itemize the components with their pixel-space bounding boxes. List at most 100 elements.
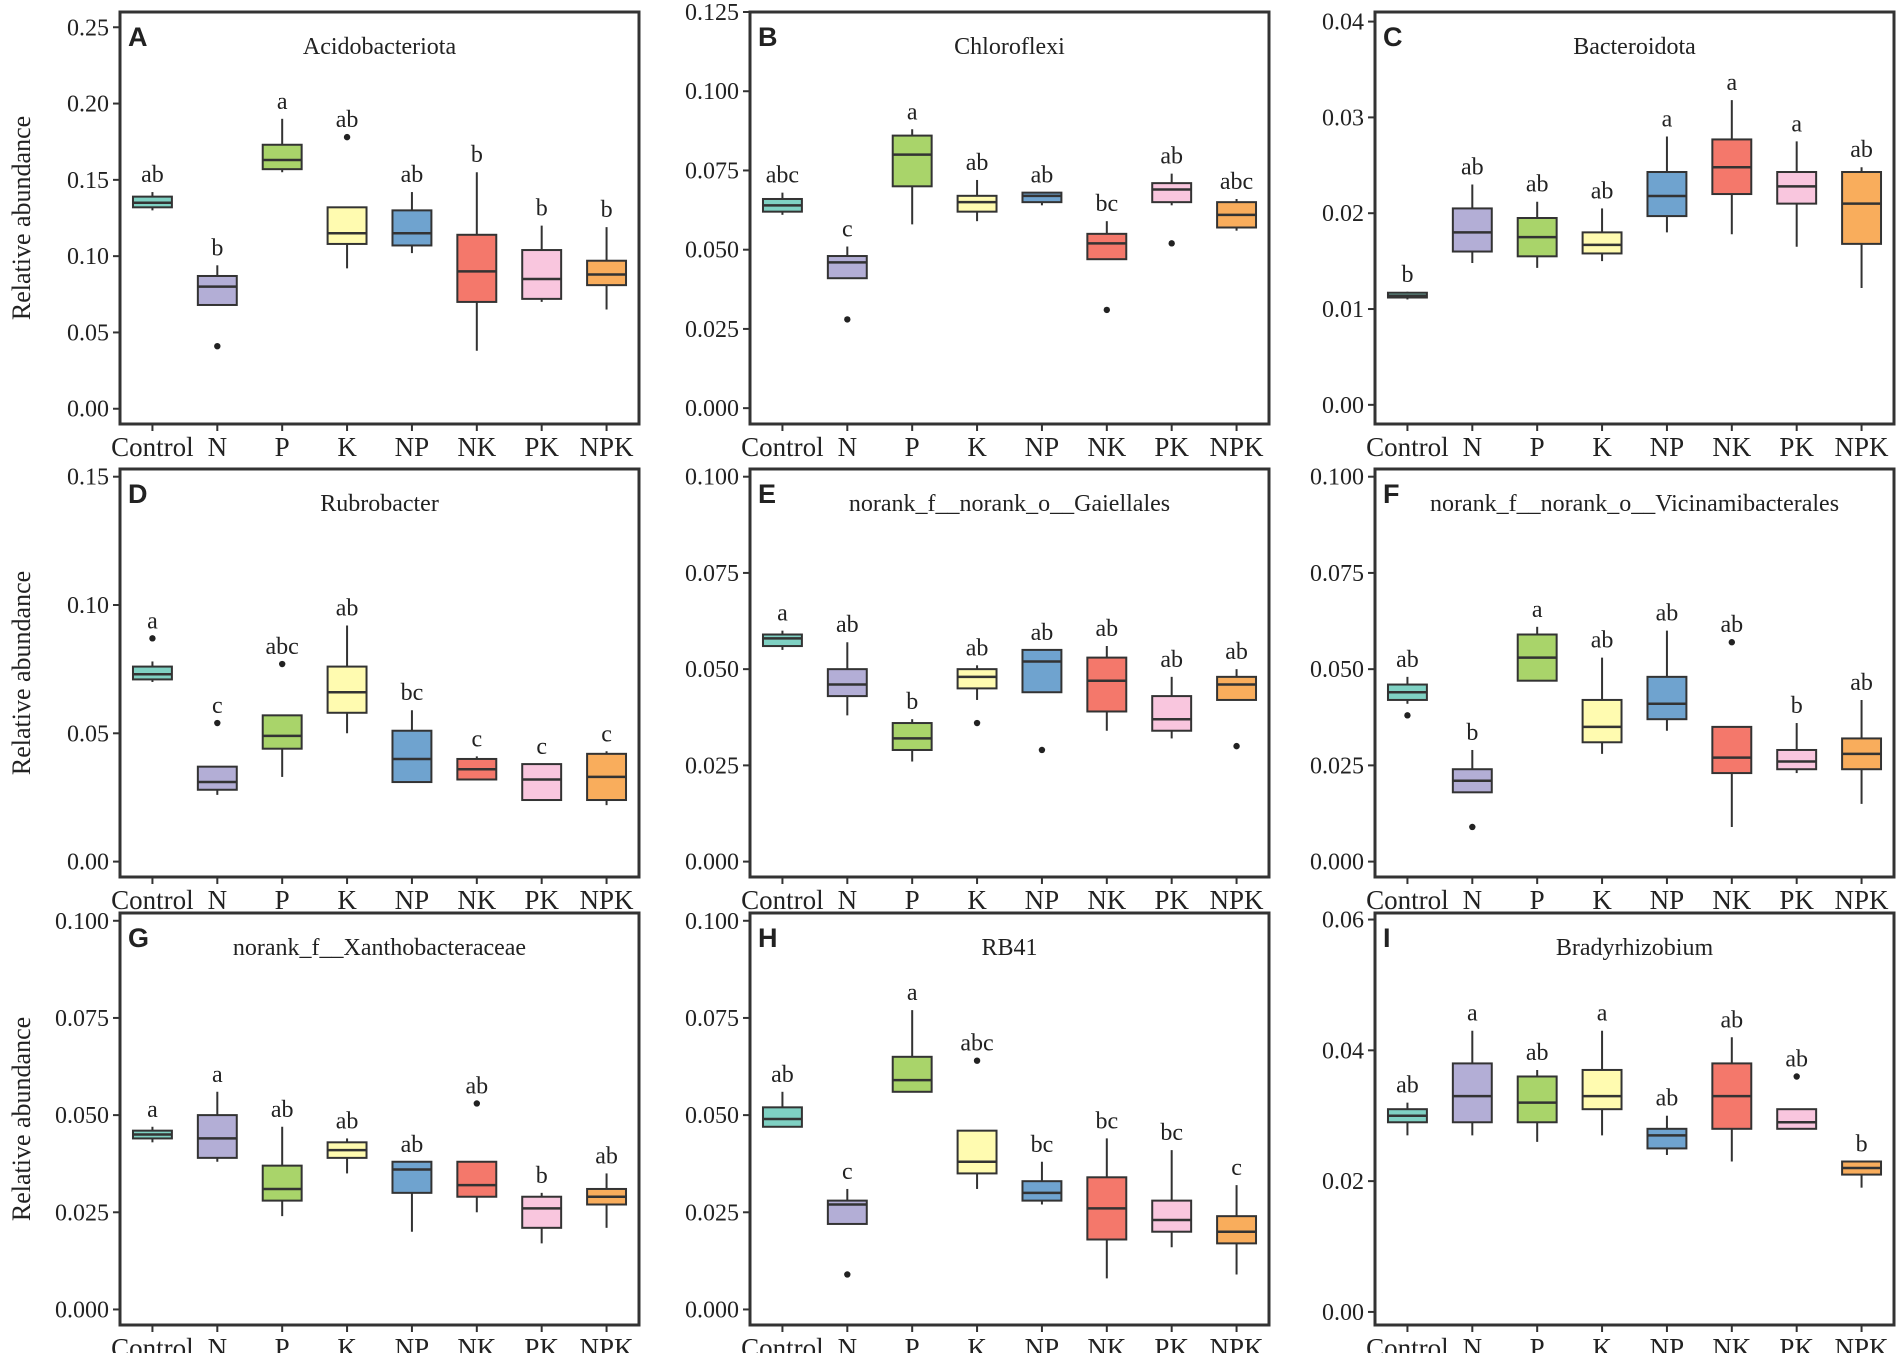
panel-letter: F	[1383, 479, 1400, 509]
box	[196, 274, 238, 306]
y-tick-label: 0.00	[67, 850, 109, 876]
box-NP: ab NP	[1021, 620, 1063, 915]
panel-title: norank_f__norank_o__Vicinamibacterales	[1430, 491, 1839, 517]
significance-letter: c	[536, 734, 547, 760]
x-tick-label: Control	[741, 1333, 824, 1353]
panel-letter: I	[1383, 923, 1391, 953]
box	[391, 209, 433, 247]
y-tick-label: 0.050	[685, 657, 739, 683]
box-K: ab K	[326, 107, 368, 462]
x-tick-label: K	[1592, 885, 1612, 915]
outlier-point	[214, 719, 221, 727]
box-NP: ab NP	[1021, 163, 1063, 462]
significance-letter: ab	[595, 1143, 618, 1169]
box-NPK: ab NPK	[580, 1143, 635, 1353]
significance-letter: ab	[1850, 137, 1873, 163]
significance-letter: ab	[1095, 616, 1118, 642]
panel-C: C Bacteroidota 0.00 0.01 0.02 0.03 0.04 b Contro…	[1322, 10, 1896, 462]
y-tick-label: 0.025	[55, 1200, 109, 1226]
significance-letter: b	[471, 142, 483, 168]
outlier-point	[844, 316, 851, 323]
significance-letter: ab	[1225, 639, 1248, 665]
box-PK: ab PK	[1776, 1046, 1818, 1353]
box	[1646, 675, 1688, 721]
y-tick-label: 0.10	[67, 593, 109, 619]
box-K: ab K	[326, 596, 368, 915]
box	[391, 729, 433, 784]
box	[1711, 725, 1753, 775]
y-tick-label: 0.10	[67, 244, 109, 270]
significance-letter: ab	[271, 1097, 294, 1123]
x-tick-label: K	[337, 1333, 357, 1353]
x-tick-label: NP	[1025, 432, 1060, 462]
box	[761, 633, 803, 648]
x-tick-label: NK	[1087, 1333, 1126, 1353]
panel-frame	[1373, 10, 1896, 426]
x-tick-label: NPK	[1210, 885, 1265, 915]
significance-letter: a	[1532, 597, 1543, 623]
significance-letter: ab	[1850, 670, 1873, 696]
significance-letter: b	[211, 235, 223, 261]
box	[1776, 1108, 1818, 1130]
box	[196, 1114, 238, 1159]
significance-letter: a	[277, 89, 288, 115]
x-tick-label: N	[1463, 432, 1483, 462]
box-PK: b PK	[521, 196, 563, 462]
box-Control: a Control	[111, 608, 194, 915]
box	[826, 255, 868, 280]
x-tick-label: P	[275, 1333, 290, 1353]
significance-letter: b	[1466, 720, 1478, 746]
outlier-point	[343, 133, 351, 141]
box	[826, 668, 868, 698]
y-tick-label: 0.100	[55, 909, 109, 935]
significance-letter: ab	[141, 162, 164, 188]
y-tick-label: 0.100	[1310, 465, 1364, 491]
significance-letter: ab	[966, 635, 989, 661]
x-tick-label: NK	[1087, 432, 1126, 462]
x-tick-label: PK	[524, 1333, 559, 1353]
box-N: cN	[826, 1159, 868, 1353]
box-Control: abc Control	[741, 163, 824, 462]
x-tick-label: P	[905, 432, 920, 462]
significance-letter: ab	[1461, 154, 1484, 180]
y-tick-label: 0.03	[1322, 105, 1364, 131]
x-tick-label: K	[337, 432, 357, 462]
panel-letter: G	[128, 923, 149, 953]
box	[891, 134, 933, 188]
box	[326, 665, 368, 714]
significance-letter: b	[1856, 1132, 1868, 1158]
panel-title: Chloroflexi	[954, 34, 1065, 60]
significance-letter: c	[842, 1159, 853, 1185]
y-tick-label: 0.025	[685, 317, 739, 343]
x-tick-label: NP	[395, 885, 430, 915]
outlier-point	[1404, 712, 1411, 719]
x-tick-label: P	[905, 1333, 920, 1353]
significance-letter: a	[1662, 107, 1673, 133]
box-PK: bc PK	[1151, 1120, 1193, 1353]
panel-title: Rubrobacter	[320, 491, 439, 517]
box-NK: bc NK	[1086, 1108, 1128, 1353]
panel-frame	[1373, 911, 1896, 1327]
x-tick-label: NPK	[580, 432, 635, 462]
significance-letter: ab	[836, 612, 859, 638]
outlier-point	[1103, 306, 1111, 314]
box-NPK: ab NPK	[1210, 639, 1265, 915]
box-PK: b PK	[1776, 693, 1818, 915]
outlier-point	[1038, 746, 1046, 754]
box-PK: b PK	[521, 1163, 563, 1353]
y-tick-label: 0.050	[55, 1103, 109, 1129]
y-tick-label: 0.100	[685, 909, 739, 935]
y-tick-label: 0.100	[685, 79, 739, 105]
box-P: ab P	[261, 1097, 303, 1353]
panel-letter: A	[128, 22, 148, 52]
box-P: ab P	[1516, 1040, 1558, 1353]
x-tick-label: N	[208, 432, 228, 462]
box	[456, 1160, 498, 1198]
x-tick-label: PK	[1154, 1333, 1189, 1353]
x-tick-label: Control	[111, 885, 194, 915]
box	[1581, 698, 1623, 744]
y-axis-label: Relative abundance	[7, 1017, 36, 1221]
box	[1086, 656, 1128, 713]
box-Control: a Control	[741, 601, 824, 915]
